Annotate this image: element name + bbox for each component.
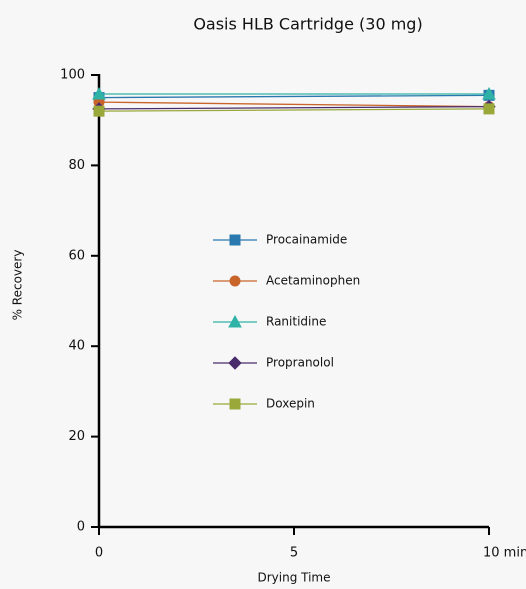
legend-marker	[228, 356, 242, 370]
marker	[483, 103, 495, 115]
y-tick-label: 60	[68, 248, 85, 263]
y-tick-label: 20	[68, 429, 85, 444]
x-tick-label: 0	[95, 546, 103, 561]
y-tick-label: 0	[77, 520, 85, 535]
series-line	[98, 108, 490, 112]
marker	[93, 105, 105, 117]
x-tick-label: 10 min	[483, 546, 526, 561]
x-tick-label: 5	[290, 546, 298, 561]
y-tick-label: 100	[60, 68, 85, 83]
x-axis-label: Drying Time	[257, 571, 330, 585]
marker	[92, 86, 106, 100]
marker	[482, 86, 496, 100]
series-line	[98, 94, 490, 99]
legend-marker	[228, 314, 242, 328]
y-tick-label: 40	[68, 339, 85, 354]
legend-label: Propranolol	[266, 356, 334, 370]
legend-label: Acetaminophen	[266, 274, 360, 288]
legend-marker	[229, 398, 241, 410]
legend-marker	[229, 234, 241, 246]
series-line	[98, 101, 490, 108]
legend-label: Ranitidine	[266, 315, 326, 329]
legend-label: Procainamide	[266, 233, 347, 247]
legend-label: Doxepin	[266, 397, 315, 411]
y-axis-label: % Recovery	[11, 250, 25, 321]
y-tick-label: 80	[68, 158, 85, 173]
legend-marker	[229, 275, 241, 287]
series-line	[98, 105, 490, 110]
chart-title: Oasis HLB Cartridge (30 mg)	[193, 15, 422, 34]
